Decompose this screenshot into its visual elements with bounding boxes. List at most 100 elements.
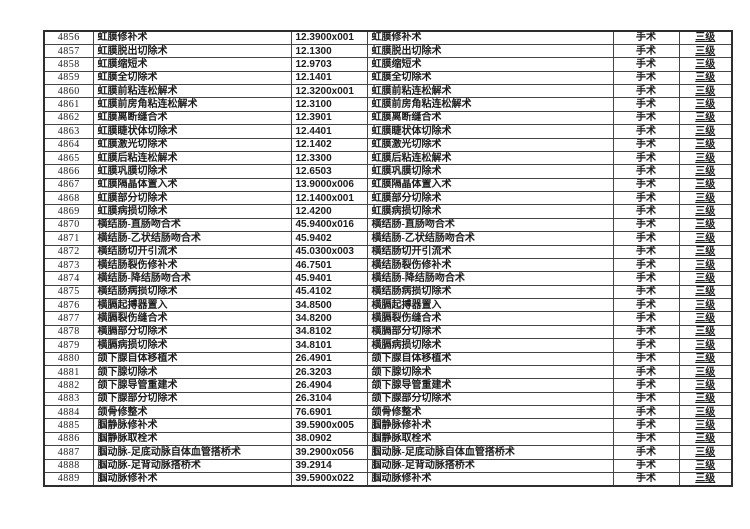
procedure-name-repeat: 虹膜病损切除术	[366, 204, 614, 219]
table-row: 4874 横结肠-降结肠吻合术 45.9401 横结肠-降结肠吻合术 手术 三级	[43, 271, 733, 286]
row-number: 4889	[43, 471, 94, 487]
table-row: 4858 虹膜缩短术 12.9703 虹膜缩短术 手术 三级	[43, 57, 733, 72]
table-row: 4876 横膈起搏器置入 34.8500 横膈起搏器置入 手术 三级	[43, 297, 733, 313]
procedure-code: 45.4102	[290, 284, 368, 300]
category-label: 手术	[612, 445, 680, 460]
category-label: 手术	[612, 150, 680, 166]
procedure-code: 45.9401	[290, 271, 368, 286]
category-label: 手术	[612, 83, 680, 99]
table-row: 4880 颌下腺自体移植术 26.4901 颌下腺自体移植术 手术 三级	[43, 351, 733, 366]
level-label: 三级	[678, 231, 733, 246]
level-label: 三级	[678, 204, 733, 219]
level-label: 三级	[678, 458, 733, 473]
procedure-name-repeat: 虹膜后粘连松解术	[366, 150, 614, 166]
table-row: 4878 横膈部分切除术 34.8102 横膈部分切除术 手术 三级	[43, 324, 733, 340]
procedure-name-repeat: 颌骨修整术	[366, 404, 614, 420]
category-label: 手术	[612, 458, 680, 473]
procedure-name-repeat: 腘动脉-足底动脉自体血管搭桥术	[366, 445, 614, 460]
row-number: 4873	[43, 257, 94, 273]
procedure-name-repeat: 横膈裂伤缝合术	[366, 311, 614, 326]
procedure-code: 34.8101	[290, 338, 368, 353]
level-label: 三级	[678, 257, 733, 273]
table-row: 4862 虹膜离断缝合术 12.3901 虹膜离断缝合术 手术 三级	[43, 110, 733, 126]
procedure-name-repeat: 横结肠切开引流术	[366, 244, 614, 259]
procedure-name-repeat: 虹膜隔晶体置入术	[366, 177, 614, 193]
row-number: 4865	[43, 150, 94, 166]
row-number: 4880	[43, 351, 94, 366]
procedure-code: 34.8500	[290, 297, 368, 313]
level-label: 三级	[678, 338, 733, 353]
procedure-code: 13.9000x006	[290, 177, 368, 193]
category-label: 手术	[612, 378, 680, 393]
procedure-name: 虹膜后粘连松解术	[92, 150, 292, 166]
row-number: 4863	[43, 124, 94, 139]
row-number: 4860	[43, 83, 94, 99]
procedure-code: 12.3100	[290, 97, 368, 112]
procedure-name: 横结肠-乙状结肠吻合术	[92, 231, 292, 246]
table-body: 4856 虹膜修补术 12.3900x001 虹膜修补术 手术 三级 4857 虹膜脱出切除术…	[43, 30, 733, 487]
level-label: 三级	[678, 70, 733, 86]
procedure-name-repeat: 腘静脉取栓术	[366, 431, 614, 447]
row-number: 4856	[43, 30, 94, 45]
procedure-name-repeat: 虹膜离断缝合术	[366, 110, 614, 126]
row-number: 4876	[43, 297, 94, 313]
category-label: 手术	[612, 30, 680, 45]
table-row: 4887 腘动脉-足底动脉自体血管搭桥术 39.2900x056 腘动脉-足底动脉自体…	[43, 445, 733, 460]
level-label: 三级	[678, 378, 733, 393]
table-row: 4881 颌下腺切除术 26.3203 颌下腺切除术 手术 三级	[43, 364, 733, 380]
procedure-name-repeat: 横结肠裂伤修补术	[366, 257, 614, 273]
table-row: 4868 虹膜部分切除术 12.1400x001 虹膜部分切除术 手术 三级	[43, 190, 733, 206]
table-row: 4866 虹膜巩膜切除术 12.6503 虹膜巩膜切除术 手术 三级	[43, 164, 733, 179]
level-label: 三级	[678, 110, 733, 126]
level-label: 三级	[678, 364, 733, 380]
procedure-name-repeat: 颌下腺部分切除术	[366, 391, 614, 407]
procedure-name-repeat: 虹膜巩膜切除术	[366, 164, 614, 179]
procedure-name: 腘静脉修补术	[92, 418, 292, 433]
procedure-name: 腘动脉-足底动脉自体血管搭桥术	[92, 445, 292, 460]
procedure-name: 横膈病损切除术	[92, 338, 292, 353]
level-label: 三级	[678, 30, 733, 45]
row-number: 4887	[43, 445, 94, 460]
row-number: 4864	[43, 137, 94, 152]
table-row: 4869 虹膜病损切除术 12.4200 虹膜病损切除术 手术 三级	[43, 204, 733, 219]
procedure-code: 12.4200	[290, 204, 368, 219]
level-label: 三级	[678, 418, 733, 433]
table-row: 4883 颌下腺部分切除术 26.3104 颌下腺部分切除术 手术 三级	[43, 391, 733, 407]
category-label: 手术	[612, 164, 680, 179]
procedure-name: 颌下腺自体移植术	[92, 351, 292, 366]
row-number: 4869	[43, 204, 94, 219]
level-label: 三级	[678, 83, 733, 99]
level-label: 三级	[678, 431, 733, 447]
procedure-name-repeat: 虹膜脱出切除术	[366, 43, 614, 59]
procedure-name: 虹膜病损切除术	[92, 204, 292, 219]
procedure-code-table: 4856 虹膜修补术 12.3900x001 虹膜修补术 手术 三级 4857 虹膜脱出切除术…	[43, 30, 733, 487]
row-number: 4870	[43, 217, 94, 233]
category-label: 手术	[612, 297, 680, 313]
procedure-name: 颌下腺导管重建术	[92, 378, 292, 393]
level-label: 三级	[678, 324, 733, 340]
procedure-code: 12.9703	[290, 57, 368, 72]
row-number: 4879	[43, 338, 94, 353]
procedure-name: 虹膜巩膜切除术	[92, 164, 292, 179]
row-number: 4871	[43, 231, 94, 246]
procedure-name-repeat: 横结肠-直肠吻合术	[366, 217, 614, 233]
table-row: 4888 腘动脉-足背动脉搭桥术 39.2914 腘动脉-足背动脉搭桥术 手术 三级	[43, 458, 733, 473]
category-label: 手术	[612, 70, 680, 86]
level-label: 三级	[678, 284, 733, 300]
procedure-name: 颌下腺切除术	[92, 364, 292, 380]
row-number: 4868	[43, 190, 94, 206]
level-label: 三级	[678, 190, 733, 206]
procedure-name: 虹膜部分切除术	[92, 190, 292, 206]
row-number: 4874	[43, 271, 94, 286]
category-label: 手术	[612, 284, 680, 300]
category-label: 手术	[612, 177, 680, 193]
category-label: 手术	[612, 110, 680, 126]
level-label: 三级	[678, 137, 733, 152]
procedure-name: 腘动脉修补术	[92, 471, 292, 487]
category-label: 手术	[612, 351, 680, 366]
row-number: 4858	[43, 57, 94, 72]
level-label: 三级	[678, 297, 733, 313]
procedure-name: 横结肠裂伤修补术	[92, 257, 292, 273]
procedure-name-repeat: 腘动脉-足背动脉搭桥术	[366, 458, 614, 473]
